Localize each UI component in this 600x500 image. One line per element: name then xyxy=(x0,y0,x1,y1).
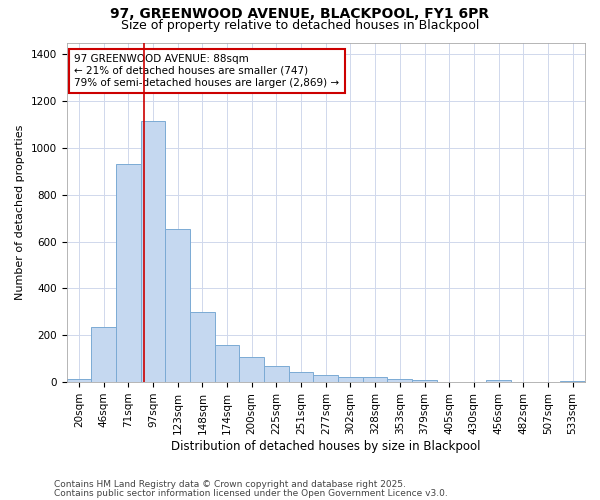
Bar xyxy=(289,372,313,382)
Bar xyxy=(412,380,437,382)
Bar xyxy=(91,327,116,382)
Bar xyxy=(338,377,363,382)
Text: Size of property relative to detached houses in Blackpool: Size of property relative to detached ho… xyxy=(121,18,479,32)
Bar xyxy=(140,121,165,382)
Text: 97, GREENWOOD AVENUE, BLACKPOOL, FY1 6PR: 97, GREENWOOD AVENUE, BLACKPOOL, FY1 6PR xyxy=(110,8,490,22)
Bar xyxy=(165,228,190,382)
Bar xyxy=(486,380,511,382)
Bar xyxy=(239,357,264,382)
Bar xyxy=(264,366,289,382)
Bar xyxy=(215,344,239,382)
Bar xyxy=(388,379,412,382)
Y-axis label: Number of detached properties: Number of detached properties xyxy=(15,124,25,300)
Bar xyxy=(190,312,215,382)
Text: Contains HM Land Registry data © Crown copyright and database right 2025.: Contains HM Land Registry data © Crown c… xyxy=(54,480,406,489)
Text: 97 GREENWOOD AVENUE: 88sqm
← 21% of detached houses are smaller (747)
79% of sem: 97 GREENWOOD AVENUE: 88sqm ← 21% of deta… xyxy=(74,54,340,88)
Bar xyxy=(560,381,585,382)
Bar xyxy=(116,164,140,382)
Text: Contains public sector information licensed under the Open Government Licence v3: Contains public sector information licen… xyxy=(54,488,448,498)
X-axis label: Distribution of detached houses by size in Blackpool: Distribution of detached houses by size … xyxy=(171,440,481,452)
Bar xyxy=(67,378,91,382)
Bar xyxy=(313,374,338,382)
Bar xyxy=(363,378,388,382)
